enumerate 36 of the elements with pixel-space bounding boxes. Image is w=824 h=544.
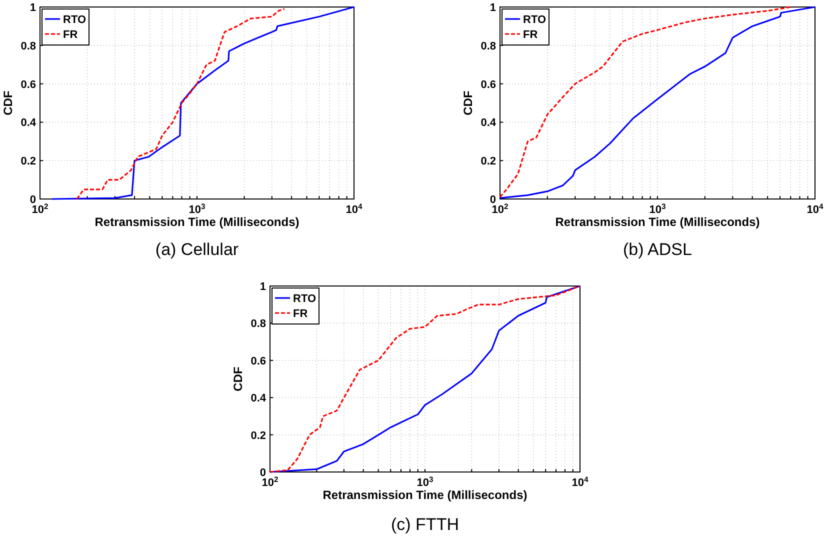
y-tick-label: 0.2 [250,430,266,442]
x-tick-label: 10$^{3}$ [188,202,206,216]
y-axis-title: CDF [461,90,475,116]
y-tick-label: 1 [30,2,36,14]
y-tick-label: 1 [260,281,266,293]
y-tick-label: 0.6 [250,355,266,368]
y-tick-label: 0.8 [20,40,36,52]
y-axis-title: CDF [231,366,245,392]
x-tick-label: 10$^{3}$ [649,202,666,216]
legend-label: FR [293,308,308,320]
text: (c) FTTH [391,515,459,534]
x-axis-title: Retransmission Time (Milliseconds) [322,488,528,502]
legend-label: RTO [63,14,86,26]
x-axis-title: Retransmission Time (Milliseconds) [94,215,300,229]
y-tick-label: 0.4 [20,117,37,130]
text: (b) ADSL [623,240,692,259]
x-tick-label: 10$^{4}$ [346,202,363,216]
y-tick-label: 0.8 [480,40,496,52]
y-axis-title: CDF [1,90,15,116]
y-tick-label: 0.4 [480,117,497,130]
y-tick-label: 0.8 [250,318,266,330]
legend-label: RTO [523,14,546,26]
legend-label: FR [63,29,78,41]
x-tick-label: 10$^{3}$ [416,474,434,489]
y-tick-label: 0.6 [480,78,496,91]
y-tick-label: 0.2 [20,156,36,168]
y-tick-label: 0.4 [250,392,267,405]
y-tick-label: 1 [490,2,496,14]
text: (a) Cellular [155,240,239,259]
y-tick-label: 0.6 [20,78,36,91]
x-tick-label: 10$^{4}$ [572,474,589,489]
legend-label: RTO [293,293,316,305]
x-tick-label: 10$^{4}$ [806,202,824,216]
legend-label: FR [523,29,538,41]
y-tick-label: 0.2 [480,156,496,168]
x-axis-title: Retransmission Time (Milliseconds) [555,215,760,229]
